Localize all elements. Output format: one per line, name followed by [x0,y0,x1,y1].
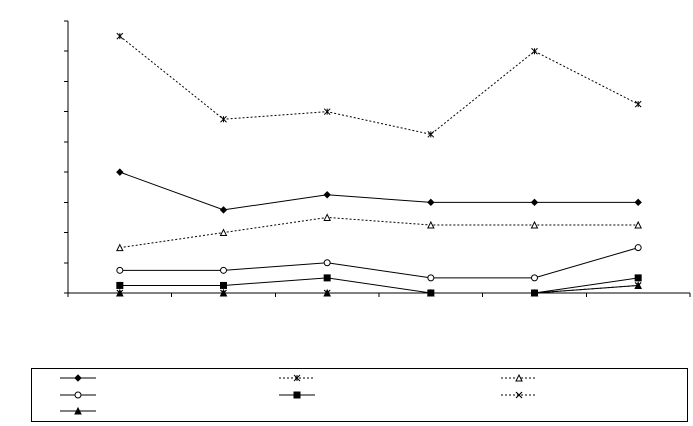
data-point-star-1 [220,115,227,123]
data-point-triangle-open-1 [219,228,228,237]
legend-marker-x-mark [515,391,523,399]
legend-entry-star [279,374,315,382]
legend-marker-circle-open [74,391,82,399]
series-layer [116,32,642,297]
data-point-circle-open-3 [427,274,435,282]
data-point-triangle-open-4 [530,220,539,229]
series-diamond [116,168,642,214]
series-triangle-open [116,213,642,252]
data-point-triangle-filled-2 [323,288,331,297]
legend-marker-diamond [74,374,82,382]
data-point-circle-open-1 [220,266,227,274]
data-point-square-0 [116,281,124,289]
legend-entry-circle-open [60,391,96,399]
data-point-diamond-2 [323,191,331,199]
data-point-diamond-4 [530,198,539,207]
legend-entry-x-mark [501,391,537,399]
data-point-triangle-filled-5 [634,281,642,289]
legend-entries [60,373,537,415]
series-line-diamond [119,171,639,211]
data-point-triangle-filled-4 [530,288,539,297]
series-circle-open [116,244,642,282]
series-triangle-filled [116,281,642,297]
legend-marker-triangle-filled [74,406,82,415]
data-point-square-5 [634,274,642,282]
data-point-circle-open-0 [116,266,124,274]
series-line-square [119,277,639,294]
data-point-circle-open-2 [323,259,331,267]
y-axis-ticks [64,20,68,294]
legend-entry-diamond [60,374,96,382]
plot-area [64,20,691,297]
data-point-diamond-1 [219,206,228,214]
data-point-triangle-filled-3 [427,288,435,297]
data-point-triangle-filled-0 [116,288,124,297]
data-point-triangle-open-2 [323,213,331,221]
data-point-triangle-open-0 [116,243,124,252]
data-point-star-3 [427,130,435,138]
data-point-star-2 [323,108,331,116]
legend-entry-triangle-filled [60,406,96,415]
legend-entry-triangle-open [501,373,537,382]
series-star [116,32,642,138]
series-line-circle-open [119,247,639,279]
data-point-triangle-open-3 [427,220,435,229]
data-point-triangle-filled-1 [219,288,228,297]
data-point-diamond-0 [116,168,124,176]
legend [31,368,688,422]
legend-marker-square [293,391,301,399]
legend-marker-star [293,374,301,382]
legend-box [31,368,688,422]
data-point-diamond-5 [634,198,642,207]
series-line-triangle-open [119,216,639,249]
data-point-diamond-3 [427,198,435,207]
legend-entry-square [279,391,315,399]
data-point-triangle-open-5 [634,220,642,229]
series-line-triangle-filled [119,284,639,294]
legend-marker-triangle-open [515,373,523,382]
data-point-circle-open-4 [531,274,538,282]
data-point-star-5 [634,100,642,108]
series-line-star [119,35,639,135]
data-point-square-1 [220,281,227,289]
x-axis-ticks [67,293,691,297]
data-point-circle-open-5 [634,244,642,252]
data-point-star-4 [531,47,538,55]
data-point-star-0 [116,32,124,40]
data-point-square-2 [323,274,331,282]
